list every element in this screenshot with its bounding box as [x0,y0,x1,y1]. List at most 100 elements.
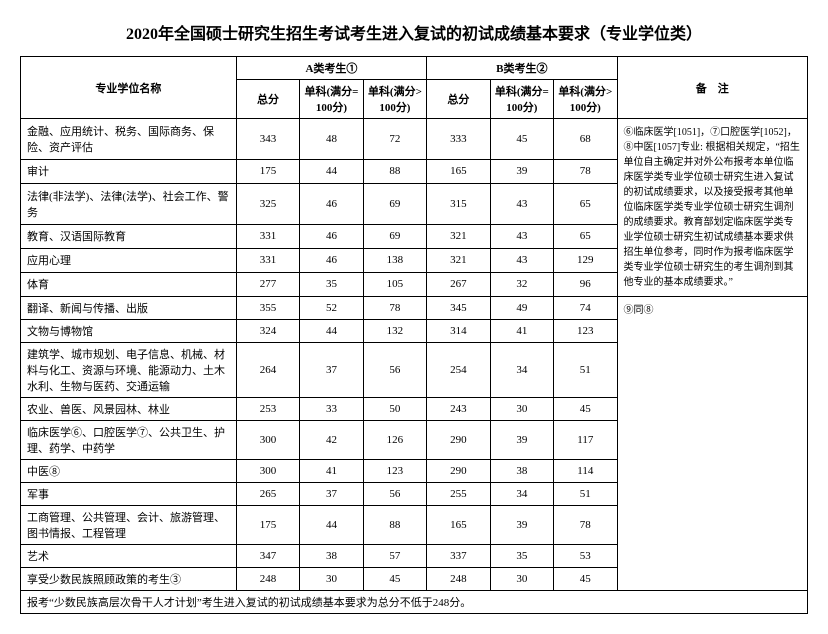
cell-name: 建筑学、城市规划、电子信息、机械、材料与化工、资源与环境、能源动力、土木水利、生… [21,343,237,398]
cell-b: 248 [427,568,490,591]
cell-a: 57 [363,545,426,568]
cell-name: 文物与博物馆 [21,320,237,343]
cell-b: 129 [554,248,617,272]
cell-a: 105 [363,272,426,296]
cell-a: 265 [236,483,299,506]
cell-a: 35 [300,272,363,296]
cell-a: 248 [236,568,299,591]
cell-a: 48 [300,119,363,160]
cell-a: 56 [363,483,426,506]
cell-b: 315 [427,183,490,224]
cell-b: 114 [554,460,617,483]
cell-b: 51 [554,343,617,398]
cell-b: 43 [490,183,553,224]
cell-a: 175 [236,159,299,183]
cell-b: 68 [554,119,617,160]
cell-b: 337 [427,545,490,568]
notes-top: ⑥临床医学[1051]，⑦口腔医学[1052]，⑧中医[1057]专业: 根据相… [617,119,807,297]
cell-a: 138 [363,248,426,272]
th-groupB: B类考生② [427,57,617,80]
cell-a: 45 [363,568,426,591]
cell-a: 42 [300,421,363,460]
cell-b: 39 [490,506,553,545]
th-b-sub100: 单科(满分=100分) [490,80,553,119]
cell-name: 中医⑧ [21,460,237,483]
cell-name: 教育、汉语国际教育 [21,224,237,248]
cell-b: 43 [490,224,553,248]
cell-a: 331 [236,224,299,248]
scores-table: 专业学位名称 A类考生① B类考生② 备 注 总分 单科(满分=100分) 单科… [20,56,808,614]
footer-row: 报考“少数民族高层次骨干人才计划”考生进入复试的初试成绩基本要求为总分不低于24… [21,591,808,614]
cell-name: 工商管理、公共管理、会计、旅游管理、图书情报、工程管理 [21,506,237,545]
cell-a: 46 [300,248,363,272]
cell-a: 347 [236,545,299,568]
cell-b: 165 [427,159,490,183]
cell-b: 53 [554,545,617,568]
notes-bottom: ⑨同⑧ [617,297,807,591]
cell-b: 30 [490,568,553,591]
cell-a: 38 [300,545,363,568]
cell-b: 43 [490,248,553,272]
cell-b: 267 [427,272,490,296]
cell-a: 44 [300,506,363,545]
cell-b: 123 [554,320,617,343]
cell-b: 49 [490,297,553,320]
cell-b: 321 [427,248,490,272]
cell-b: 39 [490,421,553,460]
cell-a: 41 [300,460,363,483]
cell-a: 355 [236,297,299,320]
cell-a: 69 [363,183,426,224]
cell-a: 30 [300,568,363,591]
cell-a: 72 [363,119,426,160]
cell-a: 88 [363,159,426,183]
cell-b: 32 [490,272,553,296]
cell-a: 132 [363,320,426,343]
cell-b: 34 [490,343,553,398]
th-a-total: 总分 [236,80,299,119]
cell-a: 126 [363,421,426,460]
cell-a: 46 [300,224,363,248]
cell-a: 300 [236,460,299,483]
cell-a: 44 [300,159,363,183]
th-b-subover: 单科(满分>100分) [554,80,617,119]
cell-b: 117 [554,421,617,460]
cell-b: 74 [554,297,617,320]
cell-b: 45 [554,568,617,591]
cell-a: 175 [236,506,299,545]
cell-name: 农业、兽医、风景园林、林业 [21,398,237,421]
cell-a: 46 [300,183,363,224]
cell-b: 35 [490,545,553,568]
cell-b: 314 [427,320,490,343]
cell-name: 享受少数民族照顾政策的考生③ [21,568,237,591]
cell-a: 78 [363,297,426,320]
th-groupA: A类考生① [236,57,426,80]
cell-b: 254 [427,343,490,398]
cell-name: 法律(非法学)、法律(法学)、社会工作、警务 [21,183,237,224]
cell-a: 50 [363,398,426,421]
cell-b: 65 [554,183,617,224]
cell-b: 45 [554,398,617,421]
cell-b: 255 [427,483,490,506]
cell-b: 290 [427,460,490,483]
cell-a: 325 [236,183,299,224]
cell-b: 38 [490,460,553,483]
cell-b: 78 [554,506,617,545]
cell-a: 123 [363,460,426,483]
table-row: 翻译、新闻与传播、出版35552783454974⑨同⑧ [21,297,808,320]
cell-name: 应用心理 [21,248,237,272]
cell-a: 324 [236,320,299,343]
cell-a: 88 [363,506,426,545]
cell-a: 343 [236,119,299,160]
cell-name: 艺术 [21,545,237,568]
cell-a: 56 [363,343,426,398]
cell-a: 331 [236,248,299,272]
th-a-sub100: 单科(满分=100分) [300,80,363,119]
cell-a: 277 [236,272,299,296]
th-name: 专业学位名称 [21,57,237,119]
cell-b: 96 [554,272,617,296]
cell-b: 321 [427,224,490,248]
cell-b: 243 [427,398,490,421]
cell-name: 体育 [21,272,237,296]
cell-a: 253 [236,398,299,421]
cell-a: 37 [300,343,363,398]
